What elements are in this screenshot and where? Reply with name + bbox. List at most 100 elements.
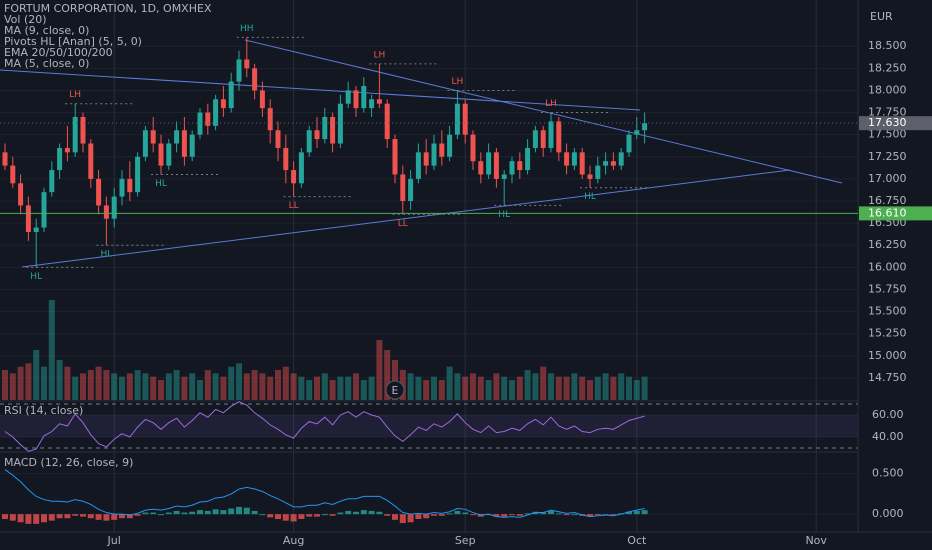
volume-bar bbox=[158, 380, 164, 400]
macd-hist-bar bbox=[368, 510, 375, 515]
candle-body bbox=[517, 161, 523, 171]
macd-hist-bar bbox=[594, 514, 601, 516]
macd-hist-bar bbox=[423, 514, 430, 519]
volume-bar bbox=[360, 380, 367, 400]
rsi-band bbox=[0, 415, 858, 437]
candle-body bbox=[18, 183, 24, 206]
candle-body bbox=[610, 161, 616, 166]
macd-hist-bar bbox=[571, 514, 578, 516]
candle-body bbox=[283, 147, 289, 171]
trendline bbox=[0, 69, 641, 111]
candle-body bbox=[392, 139, 398, 175]
candle-body bbox=[33, 227, 39, 232]
volume-bar bbox=[181, 376, 188, 400]
volume-bar bbox=[384, 350, 391, 400]
candle-body bbox=[431, 143, 437, 166]
candle-body bbox=[408, 178, 414, 201]
candle-body bbox=[88, 143, 94, 179]
legend: FORTUM CORPORATION, 1D, OMXHEX Vol (20) … bbox=[4, 2, 212, 469]
candle-body bbox=[595, 165, 601, 179]
indicator: MA (5, close, 0) bbox=[4, 57, 89, 70]
candle-body bbox=[142, 130, 148, 157]
macd-hist-bar bbox=[267, 514, 274, 518]
candle-body bbox=[400, 174, 406, 201]
candle-body bbox=[462, 103, 468, 135]
macd-hist-bar bbox=[384, 514, 391, 516]
candle-body bbox=[361, 86, 367, 109]
y-tick-label: 18.250 bbox=[868, 61, 907, 74]
trendline bbox=[21, 169, 791, 268]
candle-body bbox=[571, 152, 577, 166]
volume-bar bbox=[610, 376, 617, 400]
macd-hist-bar bbox=[431, 514, 437, 516]
pivot-label: LL bbox=[289, 201, 299, 211]
macd-hist-bar bbox=[158, 514, 164, 516]
volume-bar bbox=[555, 376, 562, 400]
volume-bar bbox=[236, 363, 242, 400]
macd-hist-bar bbox=[321, 514, 328, 516]
macd-hist-bar bbox=[189, 511, 196, 515]
candle-body bbox=[236, 59, 242, 82]
macd-hist-bar bbox=[181, 512, 188, 515]
x-tick-label: Jul bbox=[107, 534, 121, 547]
macd-hist-bar bbox=[392, 514, 398, 520]
volume-bar bbox=[197, 380, 203, 400]
candle-body bbox=[41, 192, 47, 228]
candle-body bbox=[353, 90, 359, 109]
macd-hist-bar bbox=[407, 514, 414, 523]
macd-hist-bar bbox=[540, 512, 547, 515]
volume-bar bbox=[165, 373, 172, 400]
candle-body bbox=[119, 178, 125, 197]
macd-hist-bar bbox=[142, 512, 149, 515]
candle-body bbox=[322, 116, 328, 140]
macd-hist-bar bbox=[64, 514, 71, 519]
volume-bar bbox=[353, 373, 359, 400]
macd-hist-bar bbox=[150, 512, 157, 515]
candle-body bbox=[314, 130, 320, 140]
pivot-label: LH bbox=[69, 90, 81, 100]
pivot-label: LH bbox=[545, 99, 557, 109]
volume-bar bbox=[298, 376, 305, 400]
candle-body bbox=[634, 130, 640, 135]
macd-hist-bar bbox=[337, 512, 344, 515]
candle-body bbox=[111, 196, 117, 219]
candle-body bbox=[64, 147, 70, 153]
volume-bar bbox=[626, 376, 632, 400]
macd-hist-bar bbox=[587, 514, 593, 517]
volume-bar bbox=[41, 366, 47, 400]
currency: EUR bbox=[870, 10, 893, 23]
candle-body bbox=[25, 205, 31, 232]
volume-bar bbox=[126, 373, 133, 400]
volume-bar bbox=[321, 373, 328, 400]
candle-body bbox=[642, 123, 648, 131]
candle-body bbox=[275, 130, 281, 148]
candle-body bbox=[330, 116, 336, 144]
volume-bar bbox=[33, 350, 40, 400]
candle-body bbox=[267, 108, 273, 131]
y-tick-label: 15.000 bbox=[868, 349, 907, 362]
candle-body bbox=[72, 116, 78, 153]
volume-bar bbox=[228, 366, 235, 400]
chart-title: FORTUM CORPORATION, 1D, OMXHEX bbox=[4, 2, 212, 15]
volume-bar bbox=[119, 376, 125, 400]
volume-bar bbox=[212, 373, 219, 400]
candle-body bbox=[213, 99, 219, 126]
candle-body bbox=[10, 165, 16, 184]
x-tick-label: Oct bbox=[627, 534, 647, 547]
volume-bar bbox=[204, 370, 211, 400]
volume-bar bbox=[267, 376, 274, 400]
macd-hist-bar bbox=[17, 514, 24, 523]
candle-body bbox=[345, 90, 351, 104]
volume-bar bbox=[275, 370, 281, 400]
volume-bar bbox=[368, 376, 375, 400]
macd-hist-bar bbox=[259, 514, 266, 516]
candle-body bbox=[556, 121, 562, 153]
macd-hist-bar bbox=[633, 510, 640, 515]
candle-body bbox=[501, 174, 507, 179]
volume-bar bbox=[633, 380, 640, 400]
macd-hist-bar bbox=[306, 514, 313, 517]
macd-hist-bar bbox=[243, 507, 250, 515]
volume-bar bbox=[407, 373, 414, 400]
macd-hist-bar bbox=[415, 514, 422, 520]
candle-body bbox=[447, 134, 453, 157]
